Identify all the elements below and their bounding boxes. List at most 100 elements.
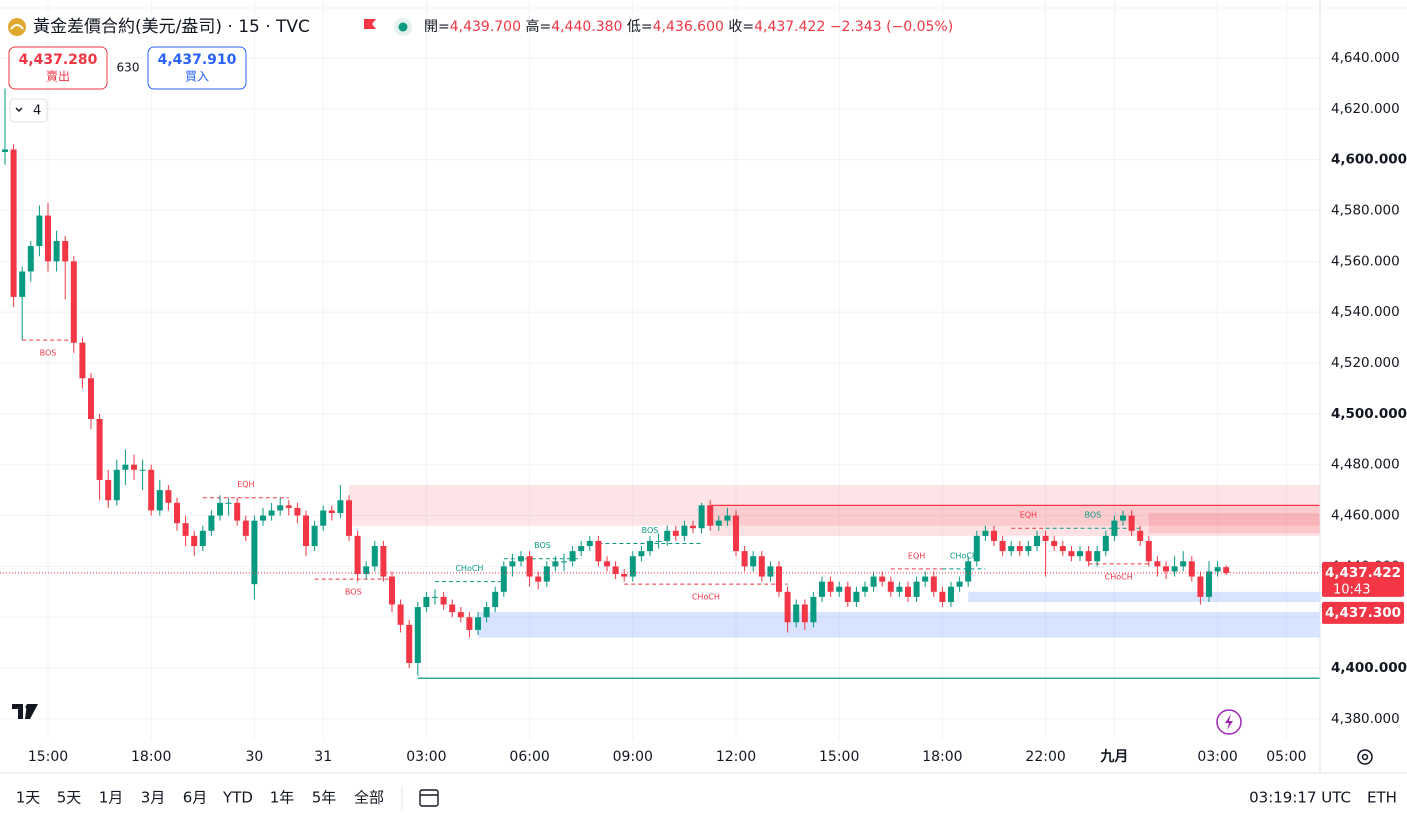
candle-body — [543, 566, 550, 582]
price-tag — [1322, 561, 1404, 597]
candle-body — [96, 418, 103, 480]
candle-body — [1042, 535, 1049, 541]
candle-body — [363, 566, 370, 575]
candle-body — [1094, 551, 1101, 562]
status-dot — [398, 22, 408, 32]
structure-label: BOS — [1085, 511, 1102, 520]
candle-body — [346, 500, 352, 536]
candle-body — [948, 586, 954, 602]
x-tick-label: 15:00 — [28, 749, 68, 765]
x-tick-label: 31 — [314, 749, 332, 765]
candle-body — [1163, 566, 1169, 572]
candle-body — [1214, 567, 1221, 572]
candle-body — [724, 515, 731, 521]
candle-body — [793, 604, 800, 623]
candle-body — [1068, 551, 1075, 557]
candle-body — [569, 551, 576, 562]
x-tick-label: 03:00 — [406, 749, 446, 765]
structure-label: BOS — [642, 526, 659, 535]
candle-body — [19, 271, 26, 297]
range-button[interactable]: 全部 — [354, 789, 384, 807]
candle-body — [397, 604, 404, 625]
candle-body — [371, 546, 378, 567]
session[interactable]: ETH — [1367, 789, 1397, 807]
candle-body — [629, 556, 636, 577]
settings-icon[interactable] — [1357, 749, 1373, 765]
range-button[interactable]: YTD — [222, 789, 253, 807]
sell-price: 4,437.280 — [19, 52, 98, 68]
indicator-toggle[interactable] — [9, 98, 48, 123]
candle-body — [758, 556, 765, 577]
x-tick-label: 22:00 — [1025, 749, 1065, 765]
structure-label: EQH — [237, 480, 254, 489]
structure-label: BOS — [40, 349, 57, 358]
candle-body — [500, 566, 507, 592]
candle-body — [681, 525, 688, 536]
range-button[interactable]: 6月 — [183, 789, 208, 807]
candle-body — [156, 490, 163, 511]
candle-body — [801, 604, 808, 623]
ohlc-key: 收= — [728, 19, 754, 35]
y-tick-label: 4,580.000 — [1331, 202, 1400, 218]
candle-body — [10, 149, 17, 297]
x-tick-label: 12:00 — [716, 749, 756, 765]
candle-body — [578, 546, 585, 552]
range-button[interactable]: 3月 — [141, 789, 166, 807]
x-tick-label: 05:00 — [1266, 749, 1306, 765]
sell-button[interactable] — [8, 46, 108, 90]
buy-label: 買入 — [185, 70, 209, 84]
candle-body — [655, 540, 662, 542]
candle-body — [612, 566, 619, 575]
candle-body — [457, 612, 464, 618]
candle-body — [414, 607, 421, 663]
range-button[interactable]: 1年 — [270, 789, 295, 807]
x-tick-label: 06:00 — [509, 749, 549, 765]
structure-label: BOS — [534, 541, 551, 550]
range-button[interactable]: 5天 — [57, 789, 82, 807]
date-range-button[interactable] — [419, 789, 439, 807]
clock[interactable]: 03:19:17 UTC — [1249, 789, 1351, 807]
candle-body — [715, 520, 722, 526]
ohlc-value: 4,436.600 — [653, 19, 724, 35]
candle-body — [1180, 561, 1187, 567]
tv-logo[interactable] — [12, 704, 38, 719]
y-tick-label: 4,600.000 — [1331, 152, 1407, 168]
symbol-logo-mark — [10, 24, 24, 30]
candle-body — [1025, 546, 1032, 552]
candle-body — [698, 505, 705, 529]
candle-body — [1077, 551, 1083, 557]
plot-area: BOS EQH BOS CHoCH BOS BOS CHoCH EQH CHoCH EQH BOS C… — [0, 0, 1320, 740]
candle-body — [509, 561, 516, 567]
symbol-logo[interactable] — [8, 18, 26, 36]
x-tick-label: 九月 — [1099, 749, 1128, 765]
candle-body — [277, 505, 284, 511]
structure-label: CHoCH — [692, 593, 720, 602]
candle-body — [432, 596, 438, 598]
candle-body — [483, 607, 490, 618]
candle-body — [139, 469, 146, 471]
candle-body — [354, 535, 361, 575]
candle-body — [1137, 530, 1144, 541]
candle-body — [853, 591, 860, 602]
logo-shape — [12, 704, 38, 719]
symbol-title[interactable]: 黃金差價合約(美元/盎司) · 15 · TVC — [33, 17, 310, 37]
buy-button[interactable] — [147, 46, 247, 90]
candle-body — [784, 591, 791, 623]
calendar-icon — [419, 789, 439, 807]
candle-body — [1128, 515, 1135, 531]
candle-body — [595, 540, 602, 562]
candle-body — [311, 525, 318, 547]
candle-body — [260, 515, 266, 521]
candle-body — [389, 576, 395, 605]
y-tick-label: 4,620.000 — [1331, 101, 1400, 117]
ohlc-key: 低= — [627, 19, 653, 35]
buy-price: 4,437.910 — [158, 52, 237, 68]
flag-icon[interactable] — [364, 19, 376, 29]
candle-body — [1059, 546, 1066, 552]
range-button[interactable]: 1天 — [16, 789, 41, 807]
ohlc-key: 開= — [424, 19, 450, 35]
range-button[interactable]: 1月 — [99, 789, 124, 807]
candle-body — [1051, 540, 1058, 547]
range-button[interactable]: 5年 — [312, 789, 337, 807]
candle-body — [750, 556, 757, 567]
